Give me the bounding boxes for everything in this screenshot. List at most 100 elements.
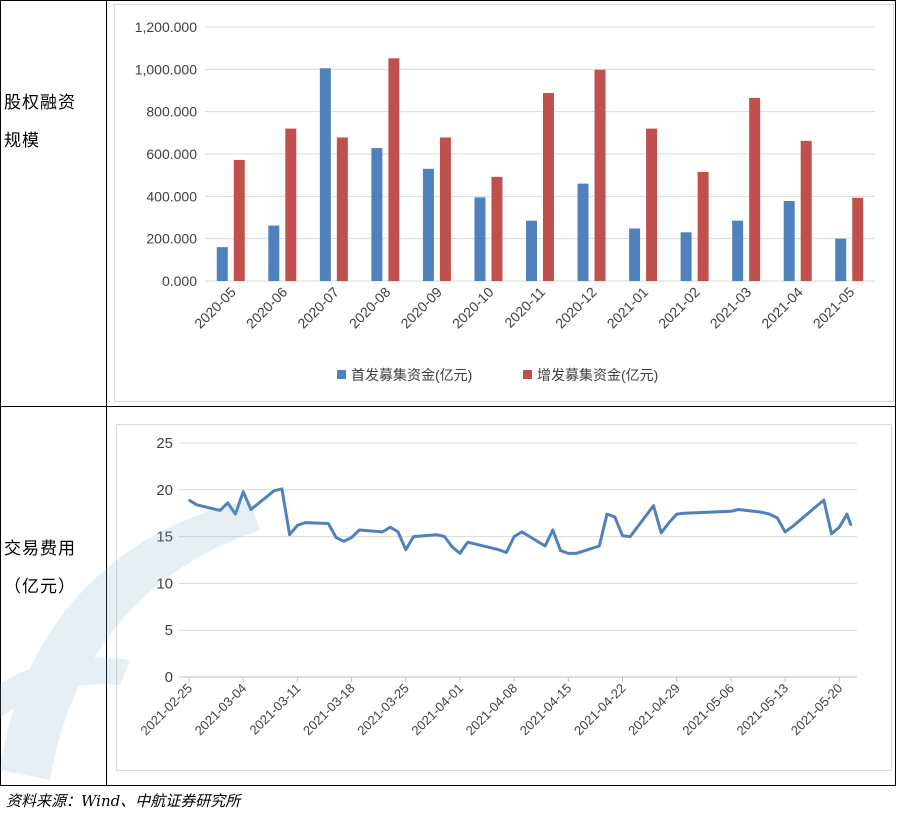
line-x-tick-label: 2021-03-18 — [300, 681, 358, 739]
bar-ipo — [577, 183, 589, 281]
legend-label-ipo: 首发募集资金(亿元) — [351, 367, 472, 383]
bar-ipo — [835, 238, 847, 281]
legend-swatch-seo — [523, 370, 532, 379]
line-point — [521, 531, 523, 533]
line-point — [822, 499, 825, 501]
line-point — [850, 524, 852, 527]
bar-ipo — [371, 148, 383, 281]
line-point — [451, 546, 454, 548]
line-point — [343, 540, 345, 543]
row-label-financing-line1: 股权融资 — [4, 93, 76, 113]
bar-ipo — [783, 200, 795, 281]
line-point — [443, 535, 446, 538]
bar-seo — [697, 171, 709, 281]
line-point — [381, 531, 384, 533]
line-point — [660, 532, 663, 534]
bar-y-tick-label: 800.000 — [146, 104, 197, 120]
line-point — [567, 552, 570, 555]
line-point — [412, 535, 415, 538]
bar-seo — [388, 58, 400, 282]
bar-x-tick-label: 2020-09 — [397, 284, 445, 332]
bar-ipo — [680, 232, 692, 281]
line-y-tick-label: 10 — [156, 575, 173, 592]
line-point — [219, 509, 221, 512]
line-x-tick-label: 2021-04-29 — [625, 681, 683, 739]
line-point — [761, 511, 763, 514]
bar-x-tick-label: 2020-07 — [294, 284, 342, 332]
bar-ipo — [732, 220, 744, 281]
bar-ipo — [216, 247, 228, 281]
line-point — [598, 545, 601, 547]
line-point — [435, 533, 438, 536]
line-x-tick-label: 2021-04-01 — [408, 681, 466, 739]
line-point — [776, 517, 779, 519]
line-point — [613, 516, 616, 518]
line-point — [668, 521, 670, 524]
line-point — [606, 513, 608, 515]
legend-label-seo: 增发募集资金(亿元) — [537, 367, 658, 383]
line-point — [544, 545, 546, 547]
bar-x-tick-label: 2021-01 — [604, 284, 652, 332]
row-divider — [0, 406, 896, 407]
line-point — [737, 508, 740, 511]
bar-x-tick-label: 2021-02 — [655, 284, 703, 332]
column-divider — [106, 0, 107, 786]
bar-seo — [491, 176, 503, 281]
line-point — [497, 548, 500, 551]
line-point — [505, 551, 508, 554]
bar-ipo — [629, 228, 641, 281]
line-point — [296, 524, 299, 527]
line-point — [792, 525, 794, 528]
bar-x-tick-label: 2020-05 — [191, 284, 239, 332]
row-label-financing: 股权融资 规模 — [4, 84, 104, 160]
line-point — [768, 513, 771, 515]
legend-swatch-ipo — [337, 370, 346, 379]
line-point — [513, 535, 515, 538]
line-point — [389, 526, 392, 529]
line-point — [838, 526, 841, 529]
bar-chart: 0.000 200.000 400.000 600.000 800.000 1,000.0… — [135, 19, 875, 383]
line-point — [784, 531, 786, 533]
line-point — [335, 536, 337, 539]
line-point — [846, 513, 848, 515]
bar-seo — [233, 159, 245, 281]
line-x-tick-label: 2021-04-08 — [463, 681, 521, 739]
line-point — [404, 548, 407, 551]
line-point — [195, 503, 198, 506]
line-x-tick-label: 2021-03-25 — [354, 681, 412, 739]
line-y-tick-label: 15 — [156, 529, 173, 546]
bar-y-tick-label: 1,000.000 — [135, 61, 197, 77]
line-point — [683, 512, 686, 514]
line-point — [358, 529, 361, 531]
line-point — [397, 531, 399, 533]
line-x-tick-label: 2021-02-25 — [137, 681, 195, 739]
bar-x-tick-label: 2020-08 — [346, 284, 394, 332]
line-chart-box: 0 5 10 15 20 25 2021-02-25 2021-03-04 2021-03-1… — [116, 424, 892, 771]
line-point — [575, 552, 577, 555]
line-point — [273, 489, 275, 492]
bar-seo — [646, 128, 658, 281]
bar-y-tick-label: 1,200.000 — [135, 19, 197, 35]
bar-seo — [800, 140, 812, 281]
line-point — [234, 513, 237, 515]
line-point — [830, 532, 833, 535]
line-point — [327, 522, 330, 525]
line-x-tick-label: 2021-05-20 — [788, 681, 846, 739]
line-point — [552, 529, 554, 531]
line-point — [459, 552, 461, 555]
line-point — [242, 490, 244, 493]
bar-x-tick-label: 2020-10 — [449, 284, 497, 332]
line-point — [250, 508, 252, 511]
line-point — [304, 521, 306, 524]
line-point — [466, 541, 469, 544]
bar-ipo — [422, 168, 434, 281]
line-point — [288, 533, 291, 536]
table-frame — [0, 0, 896, 786]
bar-y-tick-label: 0.000 — [162, 273, 197, 289]
bar-x-tick-label: 2020-06 — [243, 284, 291, 332]
line-point — [281, 488, 283, 490]
row-label-financing-line2: 规模 — [4, 131, 40, 151]
row-label-fees-line1: 交易费用 — [4, 539, 76, 559]
bar-y-tick-label: 200.000 — [146, 231, 197, 247]
